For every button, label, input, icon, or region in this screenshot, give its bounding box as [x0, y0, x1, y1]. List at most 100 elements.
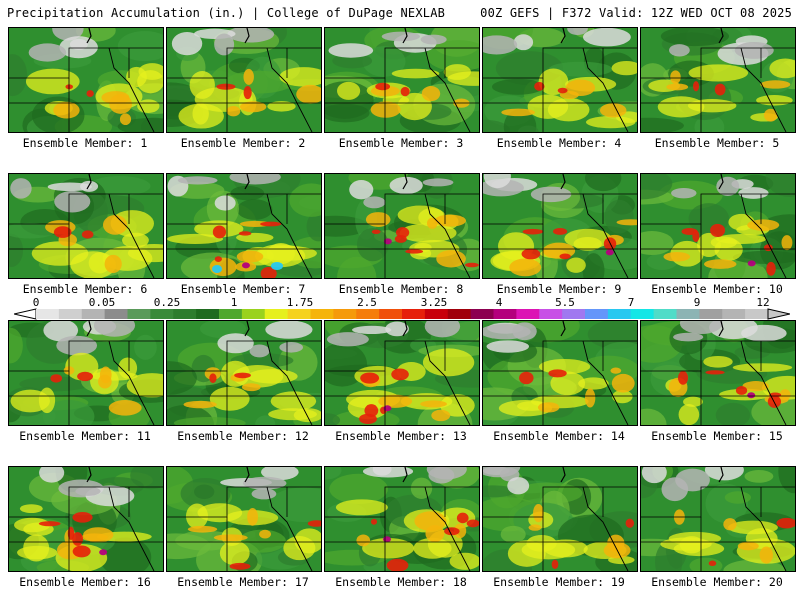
legend-color-swatch: [447, 309, 472, 319]
state-border: [244, 28, 250, 44]
precip-blob: [279, 342, 303, 353]
ensemble-member-map: [324, 173, 480, 279]
precip-blob: [657, 96, 705, 118]
precip-blob: [607, 534, 625, 552]
ensemble-member-label: Ensemble Member: 12: [177, 429, 309, 443]
precip-map-graphic: [483, 321, 637, 425]
ensemble-member-map: [324, 466, 480, 572]
precip-blob: [559, 253, 571, 260]
precip-blob: [249, 344, 270, 358]
precip-blob: [227, 28, 275, 43]
precip-map-graphic: [641, 28, 795, 132]
precip-blob: [370, 518, 378, 525]
state-border: [244, 467, 250, 483]
precip-blob: [365, 212, 391, 227]
precip-blob: [108, 400, 142, 416]
legend-color-swatch: [58, 309, 83, 319]
state-border: [560, 467, 566, 483]
precip-blob: [501, 108, 536, 117]
precip-blob: [255, 415, 276, 425]
precip-blob: [370, 101, 401, 118]
precip-blob: [483, 35, 518, 55]
legend-color-swatch: [516, 309, 540, 319]
precip-blob: [183, 400, 217, 409]
legend-color-swatch: [722, 309, 746, 319]
precip-blob: [257, 245, 317, 261]
precip-blob: [270, 391, 317, 411]
state-border: [718, 174, 724, 190]
legend-color-swatch: [81, 309, 106, 319]
precip-blob: [9, 327, 23, 364]
ensemble-member-label: Ensemble Member: 13: [335, 429, 467, 443]
ensemble-member-label: Ensemble Member: 3: [338, 136, 464, 150]
precip-map-graphic: [325, 321, 479, 425]
precip-blob: [224, 70, 294, 94]
precip-blob: [389, 176, 423, 194]
precip-blob: [527, 94, 569, 119]
precip-blob: [760, 80, 791, 89]
precip-blob: [81, 533, 108, 542]
precip-blob: [483, 467, 521, 478]
precip-map-graphic: [167, 28, 321, 132]
precip-blob: [104, 254, 122, 274]
precip-blob: [582, 253, 605, 278]
state-border: [582, 340, 629, 425]
legend-color-swatch: [493, 309, 517, 319]
precip-blob: [737, 541, 759, 551]
precip-blob: [267, 101, 296, 112]
precip-blob: [171, 31, 203, 56]
precip-blob: [238, 529, 286, 553]
precip-blob: [422, 178, 454, 187]
precip-blob: [550, 371, 586, 396]
ensemble-member-map: [482, 173, 638, 279]
ensemble-member-label: Ensemble Member: 4: [496, 136, 622, 150]
precip-blob: [43, 321, 79, 342]
precip-blob: [289, 183, 321, 217]
state-border: [244, 174, 250, 190]
ensemble-member-map: [8, 27, 164, 133]
precip-blob: [679, 321, 723, 335]
precip-blob: [214, 33, 235, 56]
legend-color-swatch: [379, 309, 403, 319]
precip-blob: [362, 537, 415, 559]
state-border: [402, 321, 408, 337]
precip-blob: [703, 355, 733, 368]
ensemble-member-label: Ensemble Member: 18: [335, 575, 467, 589]
precip-blob: [14, 517, 51, 533]
precip-blob: [86, 90, 94, 98]
precip-blob: [9, 233, 24, 267]
precip-map-graphic: [167, 174, 321, 278]
precip-map-graphic: [641, 467, 795, 571]
ensemble-member-map: [8, 320, 164, 426]
state-border: [582, 47, 629, 132]
precip-blob: [533, 503, 544, 523]
precip-blob: [362, 46, 406, 77]
precip-blob: [513, 34, 534, 51]
ensemble-member-map: [640, 320, 796, 426]
precip-blob: [584, 388, 596, 408]
precip-blob: [641, 174, 673, 200]
legend-color-swatch: [264, 309, 289, 319]
precip-blob: [137, 70, 163, 94]
precip-blob: [19, 376, 91, 392]
precip-blob: [405, 249, 424, 254]
state-border: [483, 340, 637, 372]
ensemble-member-label: Ensemble Member: 10: [651, 282, 783, 296]
precip-blob: [553, 228, 568, 235]
precip-blob: [715, 234, 767, 245]
state-border: [740, 486, 787, 571]
precip-blob: [99, 549, 108, 556]
precip-blob: [28, 43, 67, 62]
precip-blob: [261, 467, 299, 481]
precip-blob: [616, 219, 637, 226]
precip-blob: [395, 227, 410, 238]
precip-blob: [410, 477, 433, 499]
ensemble-member-map: [8, 173, 164, 279]
legend-color-swatch: [470, 309, 494, 319]
precip-map-graphic: [483, 174, 637, 278]
precip-blob: [742, 381, 770, 392]
state-border: [108, 193, 155, 278]
state-border: [266, 340, 313, 425]
precip-blob: [732, 363, 793, 372]
precip-blob: [692, 230, 700, 242]
